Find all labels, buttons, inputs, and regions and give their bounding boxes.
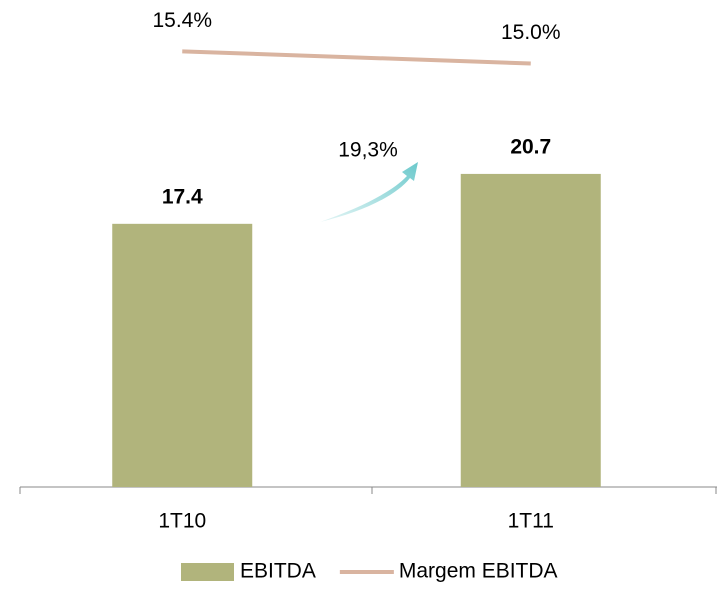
- x-tick-label: 1T10: [158, 510, 206, 533]
- legend-swatch: [181, 563, 234, 581]
- line: [182, 49, 531, 66]
- annotation: 19,3%: [338, 139, 398, 162]
- data-label: 15.4%: [152, 9, 212, 32]
- bar: [460, 173, 601, 487]
- growth-arrow: [320, 162, 418, 222]
- data-label: 20.7: [510, 135, 551, 158]
- legend-label: Margem EBITDA: [399, 560, 558, 583]
- x-tick-label: 1T11: [508, 510, 554, 533]
- data-label: 17.4: [162, 185, 203, 208]
- bar: [112, 223, 253, 487]
- data-label: 15.0%: [501, 21, 561, 44]
- legend-label: EBITDA: [240, 560, 316, 583]
